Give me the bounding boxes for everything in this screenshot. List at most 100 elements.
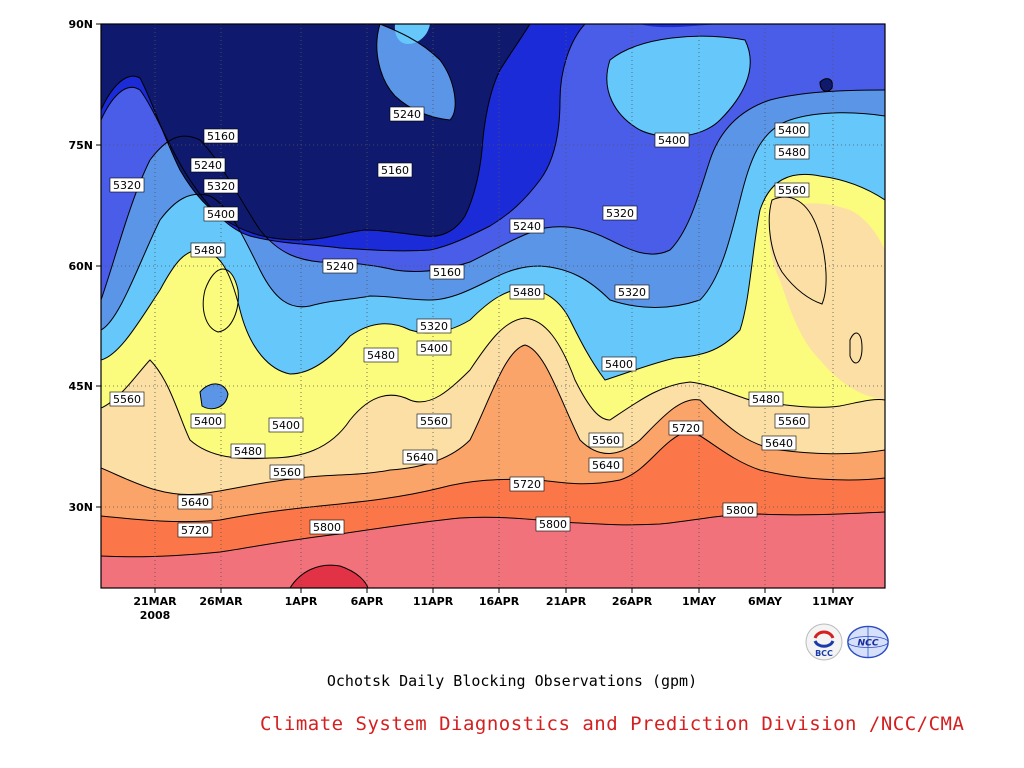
contour-label-box — [177, 522, 213, 538]
contour-label: 5480 — [748, 391, 784, 407]
contour-label: 5560 — [774, 413, 810, 429]
x-tick-label: 1APR — [285, 595, 318, 608]
fill-island-26mar-mid — [200, 383, 228, 409]
contour-label-box — [203, 128, 239, 144]
contour-fills — [101, 24, 885, 588]
contour-line-5560 — [101, 317, 885, 460]
contour-label: 5160 — [203, 128, 239, 144]
contour-line-5640 — [101, 344, 885, 496]
x-tick-label: 11MAY — [812, 595, 855, 608]
contour-label-text: 5400 — [420, 342, 448, 355]
contour-label-text: 5640 — [765, 437, 793, 450]
grid — [101, 24, 885, 588]
contour-label-box — [588, 432, 624, 448]
y-tick-label: 45N — [68, 380, 93, 393]
contour-label: 5320 — [203, 178, 239, 194]
x-tick-label: 16APR — [479, 595, 520, 608]
fill-island-pole-dark — [820, 78, 833, 92]
x-tick-label: 6APR — [351, 595, 384, 608]
x-tick-label: 21MAR — [133, 595, 177, 608]
contour-label: 5480 — [774, 144, 810, 160]
contour-line-island-8 — [289, 564, 369, 588]
contour-label-text: 5320 — [420, 320, 448, 333]
contour-label: 5800 — [309, 519, 345, 535]
ncc-logo-text: NCC — [857, 638, 878, 649]
contour-label-box — [363, 347, 399, 363]
contour-label-text: 5800 — [539, 518, 567, 531]
x-tick-label: 26MAR — [199, 595, 243, 608]
contour-label-text: 5640 — [181, 496, 209, 509]
x-tick-label: 21APR — [546, 595, 587, 608]
fill-island-north-light — [606, 36, 751, 137]
y-axis: 90N 75N 60N 45N 30N — [68, 18, 101, 514]
x-tick-label: 6MAY — [748, 595, 783, 608]
contour-label-text: 5560 — [113, 393, 141, 406]
contour-label-text: 5480 — [234, 445, 262, 458]
contour-label-text: 5160 — [207, 130, 235, 143]
contour-label-box — [109, 177, 145, 193]
contour-label-box — [774, 182, 810, 198]
contour-label: 5480 — [509, 284, 545, 300]
fill-island-pole-light — [394, 24, 430, 44]
contour-label-box — [416, 340, 452, 356]
contour-label: 5720 — [177, 522, 213, 538]
contour-label-text: 5400 — [194, 415, 222, 428]
contour-label-text: 5560 — [592, 434, 620, 447]
fill-island-north-mid — [376, 24, 456, 120]
contour-line-5480 — [101, 173, 885, 381]
contour-label-text: 5400 — [207, 208, 235, 221]
contour-label: 5480 — [230, 443, 266, 459]
contour-label: 5320 — [109, 177, 145, 193]
contour-label: 5480 — [363, 347, 399, 363]
contour-label-text: 5320 — [207, 180, 235, 193]
contour-label-text: 5720 — [513, 478, 541, 491]
contour-label: 5400 — [601, 356, 637, 372]
contour-lines — [101, 24, 885, 588]
contour-label-text: 5240 — [326, 260, 354, 273]
contour-label-box — [190, 242, 226, 258]
contour-label-text: 5480 — [367, 349, 395, 362]
contour-label: 5320 — [614, 284, 650, 300]
contour-label-text: 5240 — [194, 159, 222, 172]
contour-label: 5640 — [177, 494, 213, 510]
y-tick-label: 60N — [68, 260, 93, 273]
x-axis: 21MAR 26MAR 1APR 6APR 11APR 16APR 21APR 26APR 1M… — [133, 588, 855, 608]
contour-label-text: 5800 — [726, 504, 754, 517]
contour-label: 5640 — [588, 457, 624, 473]
contour-label-text: 5640 — [592, 459, 620, 472]
footer-credit: Climate System Diagnostics and Predictio… — [260, 713, 965, 735]
contour-label-box — [654, 132, 690, 148]
x-axis-year-label: 2008 — [140, 609, 171, 622]
contour-label-box — [389, 106, 425, 122]
contour-label: 5400 — [190, 413, 226, 429]
contour-label-box — [535, 516, 571, 532]
contour-label-box — [230, 443, 266, 459]
contour-label-box — [377, 162, 413, 178]
contour-label-box — [774, 122, 810, 138]
contour-label: 5400 — [268, 417, 304, 433]
contour-label-text: 5480 — [752, 393, 780, 406]
contour-label-text: 5560 — [420, 415, 448, 428]
contour-label-text: 5560 — [273, 466, 301, 479]
contour-label-text: 5480 — [778, 146, 806, 159]
contour-line-island-5 — [768, 196, 827, 305]
contour-label-box — [402, 449, 438, 465]
y-tick-label: 75N — [68, 139, 93, 152]
contour-label-text: 5240 — [393, 108, 421, 121]
contour-label-text: 5160 — [433, 266, 461, 279]
contour-label-box — [268, 417, 304, 433]
contour-label-box — [190, 413, 226, 429]
contour-label-box — [774, 413, 810, 429]
contour-label: 5400 — [774, 122, 810, 138]
contour-label: 5560 — [774, 182, 810, 198]
contour-line-island-2 — [376, 24, 456, 121]
contour-label-text: 5320 — [113, 179, 141, 192]
contour-label-box — [203, 206, 239, 222]
contour-line-island-6 — [849, 332, 863, 364]
contour-label-text: 5320 — [618, 286, 646, 299]
contour-label-box — [509, 476, 545, 492]
x-tick-label: 26APR — [612, 595, 653, 608]
contour-label: 5800 — [535, 516, 571, 532]
contour-label: 5800 — [722, 502, 758, 518]
